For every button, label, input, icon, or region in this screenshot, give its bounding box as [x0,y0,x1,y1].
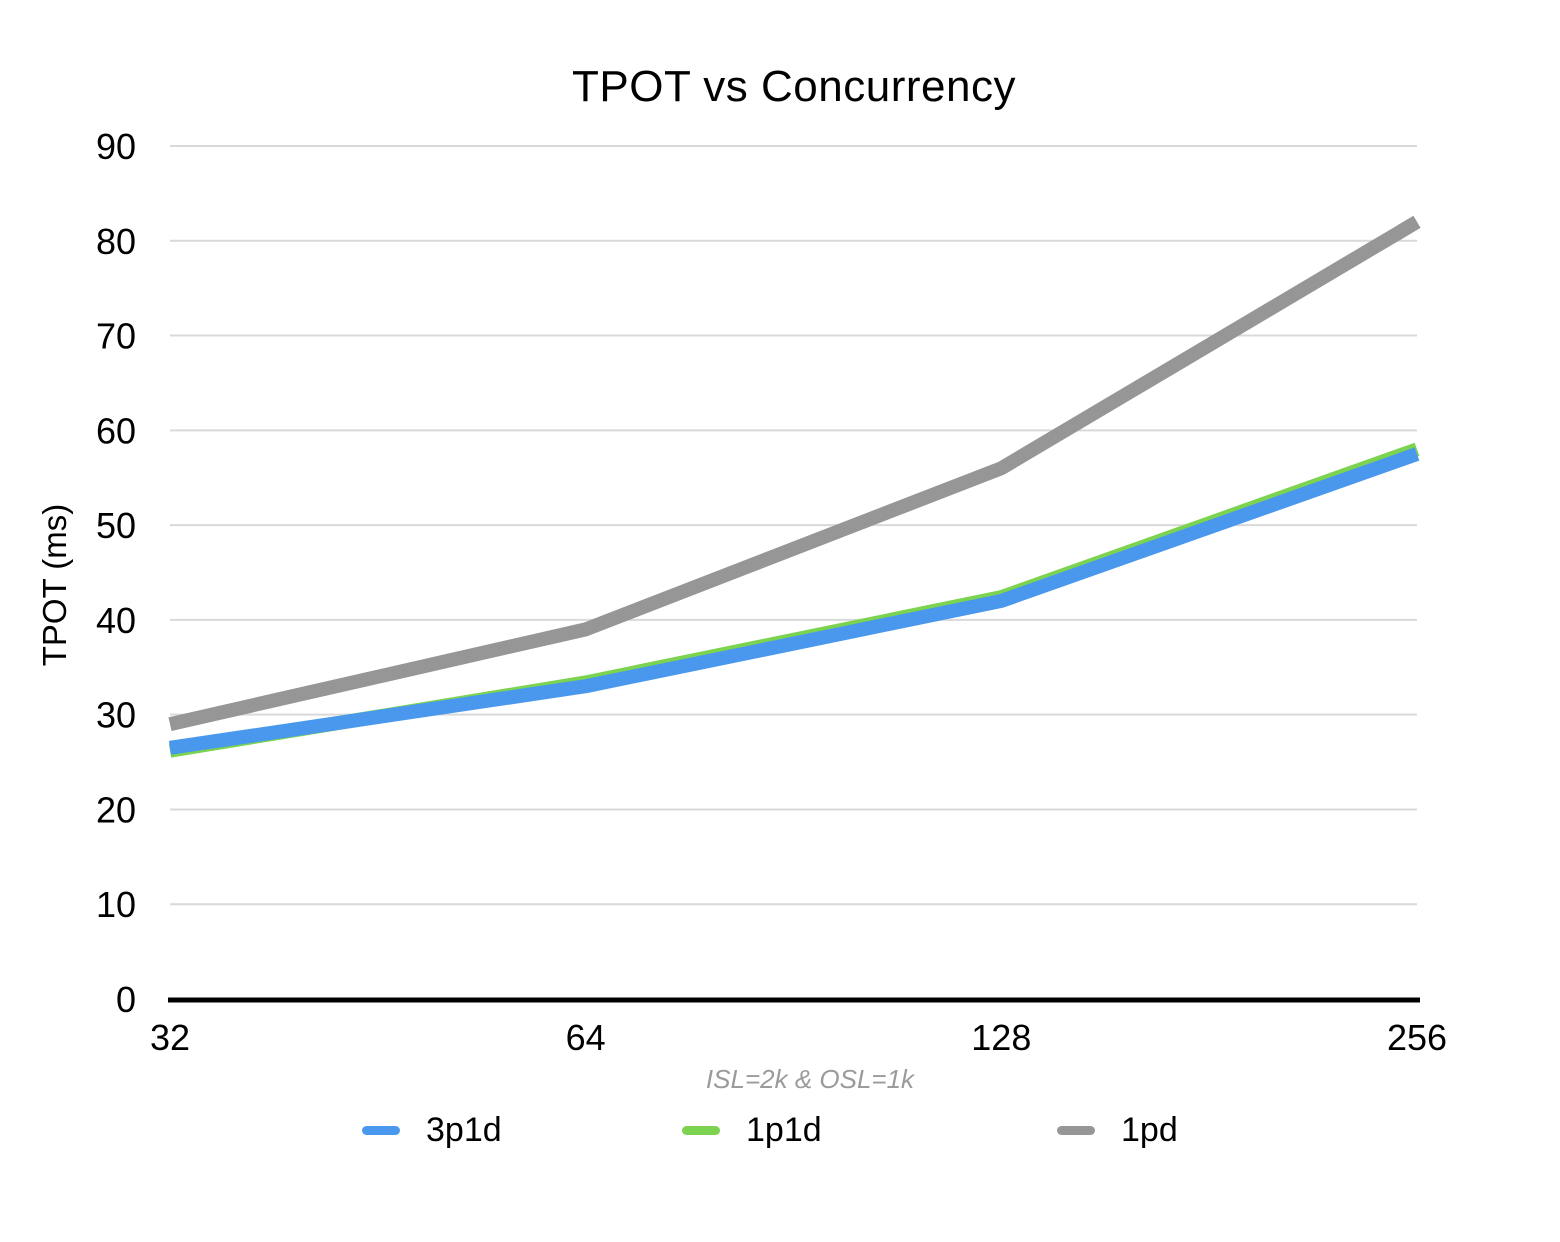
y-tick-label-90: 90 [96,126,136,167]
series-lines [168,215,1421,758]
series-line-1p1d [168,442,1420,758]
y-axis-tick-labels: 0 10 20 30 40 50 60 70 80 90 [96,126,136,1020]
legend-label-1p1d: 1p1d [746,1111,822,1149]
legend-swatch-1pd [1057,1125,1095,1135]
y-tick-label-70: 70 [96,316,136,357]
x-tick-label-32: 32 [150,1017,190,1058]
y-tick-label-60: 60 [96,410,136,451]
series-line-3p1d [168,447,1420,755]
legend-item-1pd: 1pd [1057,1108,1178,1152]
x-axis-tick-labels: 32 64 128 256 [150,1017,1447,1058]
legend-item-3p1d: 3p1d [362,1108,502,1152]
legend-label-3p1d: 3p1d [426,1111,502,1149]
x-tick-label-128: 128 [971,1017,1031,1058]
x-axis-subtitle: ISL=2k & OSL=1k [705,1064,915,1094]
legend-label-1pd: 1pd [1121,1111,1178,1149]
legend: 3p1d 1p1d 1pd [0,1108,1560,1158]
y-tick-label-20: 20 [96,789,136,830]
chart-title: TPOT vs Concurrency [572,62,1016,111]
y-tick-label-40: 40 [96,600,136,641]
legend-swatch-3p1d [362,1125,400,1135]
legend-item-1p1d: 1p1d [682,1108,822,1152]
x-tick-label-256: 256 [1387,1017,1447,1058]
y-tick-label-0: 0 [116,979,136,1020]
y-tick-label-80: 80 [96,221,136,262]
series-line-1pd [168,215,1421,731]
x-tick-label-64: 64 [566,1017,606,1058]
y-tick-label-50: 50 [96,505,136,546]
legend-swatch-1p1d [682,1125,720,1135]
y-tick-label-30: 30 [96,695,136,736]
y-tick-label-10: 10 [96,884,136,925]
